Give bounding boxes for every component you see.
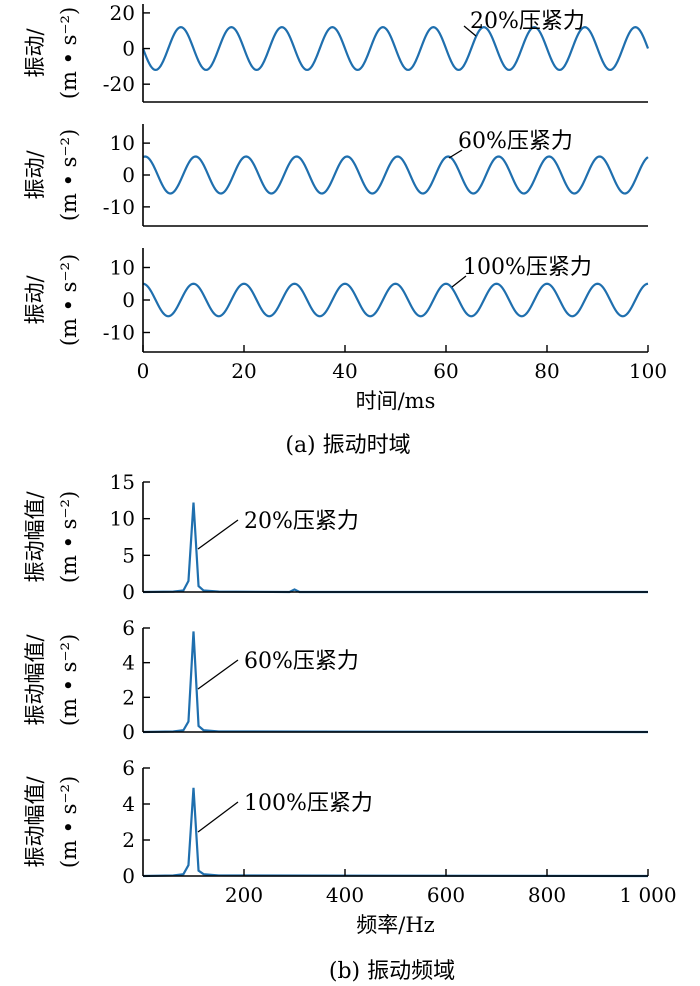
y-axis-unit: (m • s⁻²) [57,776,81,868]
x-axis-label: 频率/Hz [356,913,434,937]
annotation-label: 60%压紧力 [458,129,573,154]
series-line-b2 [142,631,649,734]
caption-a: (a) 振动时域 [285,433,410,458]
annotation-leader [448,149,463,159]
annotation-leader [197,801,239,833]
y-tick-label: 10 [110,131,135,155]
y-tick-label: 4 [122,792,135,816]
y-tick-label: 0 [122,163,135,187]
y-axis-unit: (m • s⁻²) [57,7,81,99]
series-line-a3 [142,282,649,318]
y-axis-label: 振动幅值/ [23,634,47,726]
x-tick-label: 80 [534,359,559,383]
series-line-b1 [142,502,648,594]
y-tick-label: 0 [122,580,135,604]
x-tick-label: 100 [629,359,667,383]
x-tick-label: 400 [326,883,364,907]
series-line-b3 [142,787,649,878]
annotation-leader [197,659,239,690]
annotation-label: 60%压紧力 [244,649,359,674]
y-tick-label: 5 [122,543,135,567]
annotation-leader [463,25,477,37]
y-axis-unit: (m • s⁻²) [57,491,81,583]
caption-b: (b) 振动频域 [329,959,455,984]
y-tick-label: 0 [122,288,135,312]
annotation-label: 100%压紧力 [463,255,592,280]
annotation-leader [197,519,239,550]
y-axis-label: 振动幅值/ [23,491,47,583]
y-tick-label: 0 [122,37,135,61]
y-tick-label: 0 [122,864,135,888]
y-tick-label: 20 [110,1,135,25]
chart-panel-b1: 0 5 10 15 振动幅值/ (m • s⁻²) 20%压紧力 [23,470,648,604]
x-tick-label: 60 [433,359,458,383]
chart-panel-a1: -20 0 20 振动/ (m • s⁻²) 20%压紧力 [23,1,650,103]
y-tick-label: 2 [122,828,135,852]
y-tick-label: 10 [110,507,135,531]
x-tick-label: 40 [332,359,357,383]
y-tick-label: 10 [110,256,135,280]
y-axis-unit: (m • s⁻²) [57,254,81,346]
y-axis-label: 振动幅值/ [23,776,47,868]
y-axis-label: 振动/ [23,28,47,78]
annotation-label: 100%压紧力 [244,791,373,816]
x-tick-label: 200 [225,883,263,907]
y-tick-label: 2 [122,685,135,709]
chart-panel-a2: -10 0 10 振动/ (m • s⁻²) 60%压紧力 [23,124,649,227]
y-tick-label: -10 [103,195,135,219]
y-tick-label: -20 [103,72,135,96]
chart-panel-b2: 0 2 4 6 振动幅值/ (m • s⁻²) 60%压紧力 [23,616,649,744]
series-line-a1 [141,26,650,72]
x-tick-label: 0 [137,359,150,383]
chart-panel-b3: 0 2 4 6 200 400 600 800 1 000 频率/Hz 振动幅值/ (m • s⁻²)… [23,756,677,937]
y-axis-unit: (m • s⁻²) [57,129,81,221]
annotation-leader [451,275,467,288]
x-tick-label: 600 [427,883,465,907]
y-tick-label: 0 [122,720,135,744]
x-tick-label: 800 [528,883,566,907]
y-tick-label: 15 [110,470,135,494]
x-tick-label: 1 000 [619,883,676,907]
annotation-label: 20%压紧力 [244,509,359,534]
annotation-label: 20%压紧力 [470,9,585,34]
y-axis-label: 振动/ [23,275,47,325]
y-axis-label: 振动/ [23,150,47,200]
y-tick-label: 6 [122,756,135,780]
x-axis-label: 时间/ms [356,389,436,413]
y-tick-label: -10 [103,321,135,345]
x-tick-label: 20 [231,359,256,383]
series-line-a2 [142,155,649,195]
y-tick-label: 4 [122,651,135,675]
y-axis-unit: (m • s⁻²) [57,634,81,726]
y-tick-label: 6 [122,616,135,640]
